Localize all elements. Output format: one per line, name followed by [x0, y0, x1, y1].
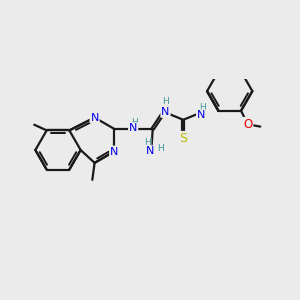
Text: N: N [161, 107, 169, 117]
Text: H: H [199, 103, 206, 112]
Text: H: H [144, 138, 151, 147]
Text: N: N [146, 146, 154, 156]
Text: N: N [90, 112, 99, 122]
Text: O: O [243, 118, 252, 131]
Text: H: H [162, 97, 169, 106]
Text: N: N [129, 123, 137, 133]
Text: N: N [197, 110, 205, 120]
Text: S: S [179, 132, 187, 145]
Text: H: H [157, 144, 164, 153]
Text: N: N [110, 146, 118, 157]
Text: H: H [131, 118, 138, 127]
